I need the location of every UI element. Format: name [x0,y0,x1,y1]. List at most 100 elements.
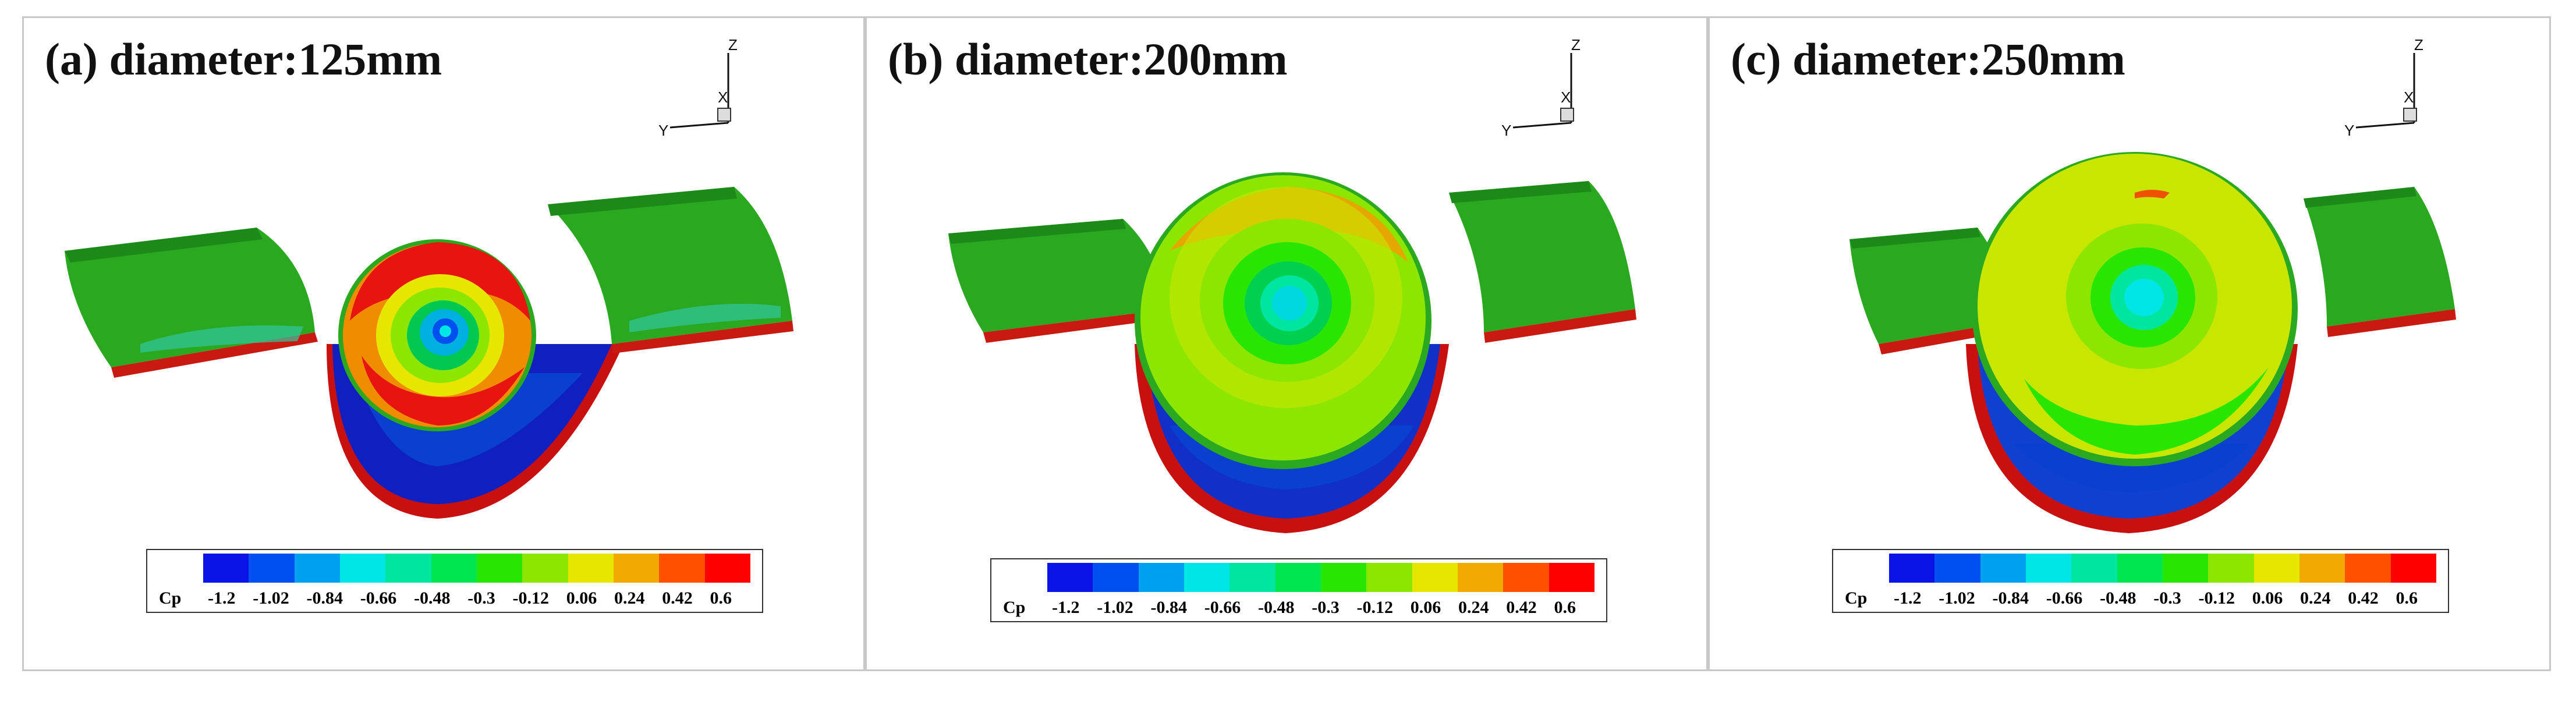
colorbar-swatch [2299,554,2345,583]
colorbar-swatch [294,554,340,583]
colorbar [1047,563,1595,592]
axis-triad-icon: Z X Y [2344,36,2423,139]
colorbar-tick-label: -1.2 [1894,588,1922,608]
panel-title: (b) diameter:200mm [888,34,1288,84]
colorbar-tick-label: -1.2 [1052,598,1080,617]
colorbar-tick-label: 0.06 [1410,598,1441,617]
colorbar-tick-label: -0.66 [1204,598,1241,617]
colorbar-legend: Cp -1.2 -1.02 -0.84 -0.66 -0.48 -0.3 -0.12 0.06… [1832,549,2449,613]
colorbar-swatch [704,554,750,583]
colorbar-swatch [339,554,386,583]
colorbar-tick-label: -0.3 [1312,598,1340,617]
colorbar-tick-label: -0.3 [467,588,495,608]
colorbar-swatch [2071,554,2117,583]
colorbar-variable-label: Cp [159,588,182,608]
colorbar-swatch [1366,563,1412,592]
colorbar-ticks: -1.2 -1.02 -0.84 -0.66 -0.48 -0.3 -0.12 0.06 0.2… [208,588,732,608]
colorbar-swatch [1934,554,1980,583]
colorbar-tick-label: -0.12 [2198,588,2235,608]
colorbar-tick-label: -1.02 [1097,598,1133,617]
panel-title: (a) diameter:125mm [45,34,442,84]
colorbar-tick-label: 0.6 [1554,598,1576,617]
axis-x-label: X [1561,88,1571,106]
colorbar-tick-label: 0.42 [2348,588,2379,608]
axis-triad-icon: Z X Y [1501,36,1581,139]
colorbar-swatch [2025,554,2072,583]
colorbar-tick-label: -0.48 [414,588,451,608]
colorbar-swatch [1320,563,1367,592]
cp-contour-model-c [1849,152,2456,533]
colorbar-swatch [613,554,660,583]
colorbar-swatch [2390,554,2436,583]
axis-y-label: Y [2344,122,2354,139]
colorbar-tick-label: -0.84 [1150,598,1188,617]
colorbar-tick-label: -0.12 [1356,598,1394,617]
panel-c: (c) diameter:250mm Z X Y Cp -1.2 -1.02 -0.… [1708,16,2551,671]
colorbar-tick-label: -0.3 [2153,588,2181,608]
cp-contour-model-b [948,172,1636,533]
colorbar-swatch [1093,563,1139,592]
colorbar-tick-label: 0.06 [566,588,597,608]
colorbar-swatch [2117,554,2163,583]
axis-y-label: Y [1501,122,1511,139]
colorbar-swatch [522,554,568,583]
panel-a: (a) diameter:125mm Z X Y Cp -1.2 -1.02 -0.… [22,16,865,671]
colorbar-variable-label: Cp [1845,588,1868,608]
colorbar-tick-label: -0.12 [512,588,550,608]
colorbar-tick-label: 0.24 [1458,598,1489,617]
axis-z-label: Z [1571,36,1581,54]
colorbar-swatch [2208,554,2254,583]
colorbar-tick-label: -0.66 [360,588,397,608]
axis-x-label: X [718,88,728,106]
axis-z-label: Z [2414,36,2423,54]
colorbar-variable-label: Cp [1003,598,1026,617]
colorbar [203,554,750,583]
panel-title: (c) diameter:250mm [1731,34,2125,84]
colorbar-ticks: -1.2 -1.02 -0.84 -0.66 -0.48 -0.3 -0.12 0.06 0.2… [1894,588,2418,608]
colorbar-swatch [476,554,523,583]
colorbar-tick-label: -1.02 [253,588,289,608]
colorbar-swatch [1047,563,1093,592]
colorbar-tick-label: 0.24 [614,588,645,608]
colorbar-swatch [1457,563,1504,592]
cp-contour-model-a [65,187,793,519]
colorbar-tick-label: -0.84 [1992,588,2029,608]
colorbar-legend: Cp -1.2 -1.02 -0.84 -0.66 -0.48 -0.3 -0.12 0.06… [990,558,1607,622]
colorbar [1889,554,2436,583]
panel-b: (b) diameter:200mm Z X Y Cp -1.2 -1.02 -0.… [865,16,1708,671]
colorbar-swatch [2253,554,2299,583]
axis-z-label: Z [728,36,738,54]
colorbar-tick-label: -1.02 [1939,588,1975,608]
colorbar-tick-label: 0.42 [1506,598,1537,617]
colorbar-swatch [1549,563,1595,592]
axis-y-label: Y [658,122,668,139]
colorbar-swatch [2345,554,2391,583]
axis-x-label: X [2404,88,2414,106]
colorbar-swatch [1184,563,1230,592]
colorbar-tick-label: 0.6 [710,588,732,608]
colorbar-tick-label: -1.2 [208,588,236,608]
colorbar-tick-label: -0.84 [306,588,343,608]
colorbar-tick-label: 0.24 [2300,588,2331,608]
colorbar-tick-label: 0.06 [2252,588,2283,608]
colorbar-legend: Cp -1.2 -1.02 -0.84 -0.66 -0.48 -0.3 -0.12 0.06… [146,549,763,613]
colorbar-swatch [1138,563,1184,592]
axis-triad-icon: Z X Y [658,36,738,139]
colorbar-swatch [203,554,249,583]
colorbar-tick-label: -0.48 [1258,598,1295,617]
colorbar-swatch [385,554,431,583]
colorbar-tick-label: 0.6 [2396,588,2418,608]
colorbar-swatch [1229,563,1275,592]
colorbar-ticks: -1.2 -1.02 -0.84 -0.66 -0.48 -0.3 -0.12 0.06 0.2… [1052,598,1576,618]
colorbar-tick-label: -0.48 [2100,588,2136,608]
colorbar-swatch [2162,554,2209,583]
colorbar-swatch [1889,554,1935,583]
colorbar-swatch [1503,563,1549,592]
colorbar-swatch [659,554,705,583]
colorbar-swatch [1980,554,2026,583]
colorbar-swatch [568,554,614,583]
colorbar-swatch [1412,563,1458,592]
colorbar-swatch [249,554,295,583]
colorbar-tick-label: -0.66 [2046,588,2083,608]
colorbar-tick-label: 0.42 [662,588,693,608]
